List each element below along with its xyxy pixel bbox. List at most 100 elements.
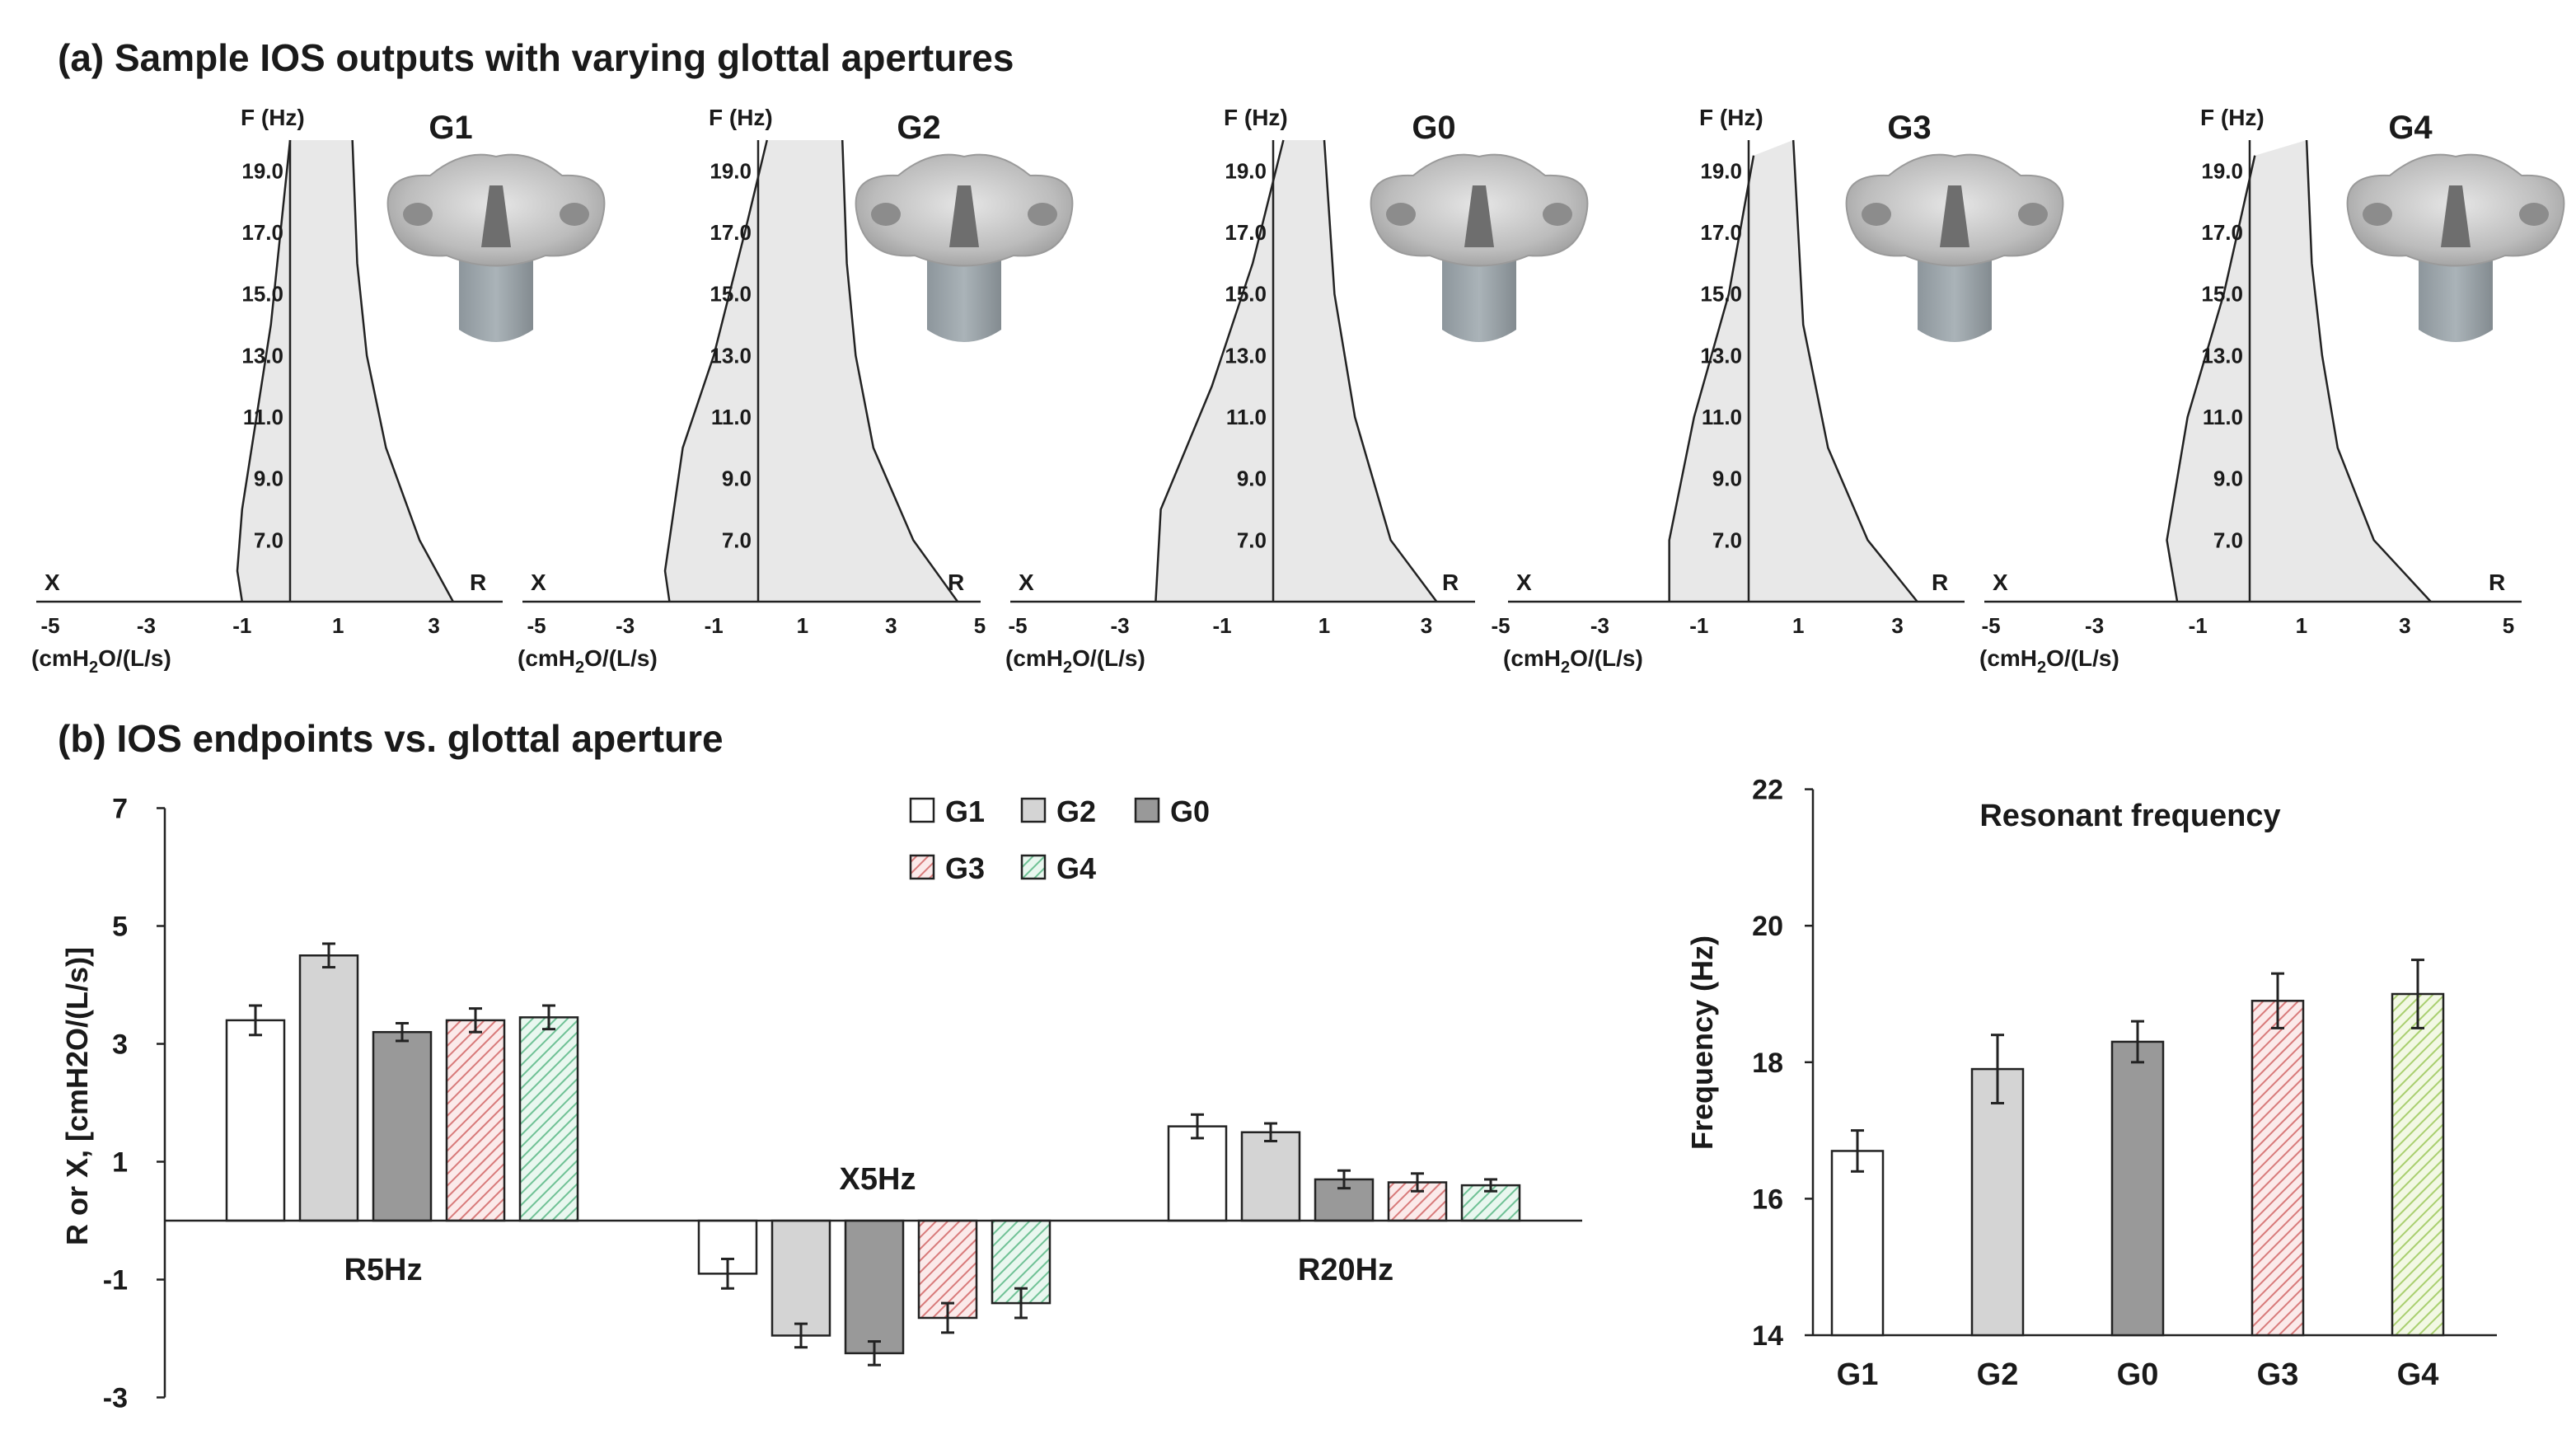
- ios-x-tick-label: -1: [1212, 613, 1231, 638]
- airway-mold-image: [1370, 153, 1589, 342]
- bar-g4-r5hz: [518, 1016, 579, 1222]
- ios-r-letter: R: [2489, 570, 2505, 595]
- y-tick-label: 5: [112, 912, 128, 943]
- ios-panel-title: G3: [1887, 110, 1931, 146]
- ios-panel-title: G4: [2388, 110, 2433, 146]
- freq-chart-title: Resonant frequency: [1979, 799, 2280, 833]
- ios-f-tick-label: 15.0: [241, 282, 283, 307]
- y-tick-label: -3: [103, 1383, 128, 1414]
- ios-r-letter: R: [470, 570, 486, 595]
- ios-panel-title: G0: [1412, 110, 1455, 146]
- ios-f-tick-label: 19.0: [1700, 158, 1742, 183]
- ios-unit-label: (cmH2O/(L/s): [1005, 645, 1145, 677]
- ios-panel-g3: F (Hz) G3 19.0 17.0 15.0 13.0 11.0 9.0 7.0 X R -5 -3…: [1491, 105, 2064, 677]
- ios-f-axis-label: F (Hz): [2200, 105, 2265, 130]
- ios-f-tick-label: 17.0: [1700, 220, 1742, 245]
- ios-unit-label: (cmH2O/(L/s): [518, 645, 658, 677]
- mold-glottis: [949, 185, 979, 247]
- legend-label: G2: [1056, 795, 1096, 828]
- ios-x-tick-label: 3: [428, 613, 439, 638]
- ios-x-tick-label: -3: [137, 613, 156, 638]
- freq-bar-g1: [1830, 1150, 1885, 1337]
- ios-r-letter: R: [948, 570, 964, 595]
- mold-left-hole: [1862, 203, 1891, 226]
- legend-item-g3: G3: [909, 851, 985, 885]
- legend-swatch: [909, 854, 935, 880]
- bar-g2-r5hz: [298, 954, 359, 1222]
- mold-right-hole: [1028, 203, 1057, 226]
- ios-f-tick-label: 9.0: [1237, 466, 1267, 491]
- mold-glottis: [1464, 185, 1494, 247]
- ios-x-tick-label: 3: [885, 613, 897, 638]
- legend-item-g1: G1: [909, 795, 985, 828]
- freq-y-tick-label: 14: [1752, 1320, 1783, 1352]
- ios-r-letter: R: [1932, 570, 1948, 595]
- bar-g0-r5hz: [372, 1030, 433, 1222]
- ios-panel-g4: F (Hz) G4 19.0 17.0 15.0 13.0 11.0 9.0 7.0 X R -5 -3…: [1979, 105, 2565, 677]
- mold-tube: [927, 251, 1001, 342]
- y-axis-label: R or X, [cmH2O/(L/s)]: [60, 947, 94, 1245]
- ios-f-tick-label: 15.0: [710, 282, 752, 307]
- ios-f-axis-label: F (Hz): [1224, 105, 1288, 130]
- ios-f-tick-label: 7.0: [722, 527, 752, 552]
- ios-x-letter: X: [1019, 570, 1034, 595]
- ios-x-tick-label: 1: [2296, 613, 2307, 638]
- ios-f-axis-label: F (Hz): [241, 105, 305, 130]
- ios-panel-title: G1: [429, 110, 472, 146]
- ios-f-tick-label: 9.0: [2213, 466, 2243, 491]
- mold-tube: [2419, 251, 2493, 342]
- reactance-curve: [663, 139, 768, 602]
- ios-f-tick-label: 9.0: [254, 466, 283, 491]
- freq-y-axis-label: Frequency (Hz): [1685, 935, 1719, 1150]
- mold-right-hole: [2519, 203, 2549, 226]
- ios-f-tick-label: 13.0: [241, 343, 283, 368]
- ios-x-tick-label: -3: [616, 613, 635, 638]
- category-label: X5Hz: [840, 1162, 916, 1197]
- airway-mold-image: [855, 153, 1074, 342]
- ios-f-tick-label: 11.0: [711, 405, 752, 429]
- airway-mold-image: [1845, 153, 2064, 342]
- resistance-curve: [1323, 139, 1438, 602]
- endpoints-bar-chart: 7 5 3 1 -1 -3 R or X, [cmH2O/(L/s)] R5Hz X5Hz R20…: [60, 794, 1582, 1414]
- ios-x-tick-label: -3: [2085, 613, 2104, 638]
- ios-panel-title: G2: [897, 110, 940, 146]
- legend-swatch: [1020, 854, 1047, 880]
- ios-x-tick-label: -1: [1689, 613, 1708, 638]
- ios-f-tick-label: 13.0: [710, 343, 752, 368]
- ios-f-tick-label: 11.0: [1702, 405, 1742, 429]
- ios-x-tick-label: 3: [1891, 613, 1903, 638]
- legend-swatch: [1020, 797, 1047, 823]
- freq-category-label: G2: [1977, 1357, 2019, 1392]
- ios-f-tick-label: 15.0: [1225, 282, 1267, 307]
- ios-x-tick-label: 1: [332, 613, 344, 638]
- legend-label: G1: [945, 795, 985, 828]
- ios-f-tick-label: 11.0: [2203, 405, 2243, 429]
- mold-left-hole: [1386, 203, 1416, 226]
- ios-x-letter: X: [1993, 570, 2008, 595]
- ios-shaded-area: [1155, 140, 1437, 602]
- ios-x-tick-label: -1: [232, 613, 251, 638]
- ios-x-tick-label: -5: [1008, 613, 1027, 638]
- mold-left-hole: [403, 203, 433, 226]
- ios-f-tick-label: 17.0: [1225, 220, 1267, 245]
- heading-b: (b) IOS endpoints vs. glottal aperture: [58, 717, 724, 760]
- ios-f-tick-label: 19.0: [241, 158, 283, 183]
- legend-item-g0: G0: [1134, 795, 1210, 828]
- freq-bar-g0: [2110, 1040, 2165, 1337]
- ios-panel-g1: F (Hz) G1 19.0 17.0 15.0 13.0 11.0 9.0 7.0 X R -5 -3…: [31, 105, 606, 677]
- ios-f-axis-label: F (Hz): [709, 105, 773, 130]
- ios-x-letter: X: [44, 570, 60, 595]
- legend-label: G4: [1056, 851, 1096, 885]
- ios-x-tick-label: -5: [1981, 613, 2000, 638]
- ios-x-tick-label: -3: [1110, 613, 1129, 638]
- ios-f-tick-label: 17.0: [2201, 220, 2243, 245]
- legend-swatch: [909, 797, 935, 823]
- ios-f-tick-label: 17.0: [241, 220, 283, 245]
- ios-f-axis-label: F (Hz): [1699, 105, 1763, 130]
- bar-g2-r20hz: [1240, 1131, 1301, 1222]
- mold-right-hole: [560, 203, 589, 226]
- freq-category-label: G0: [2117, 1357, 2159, 1392]
- reactance-curve: [2166, 155, 2256, 602]
